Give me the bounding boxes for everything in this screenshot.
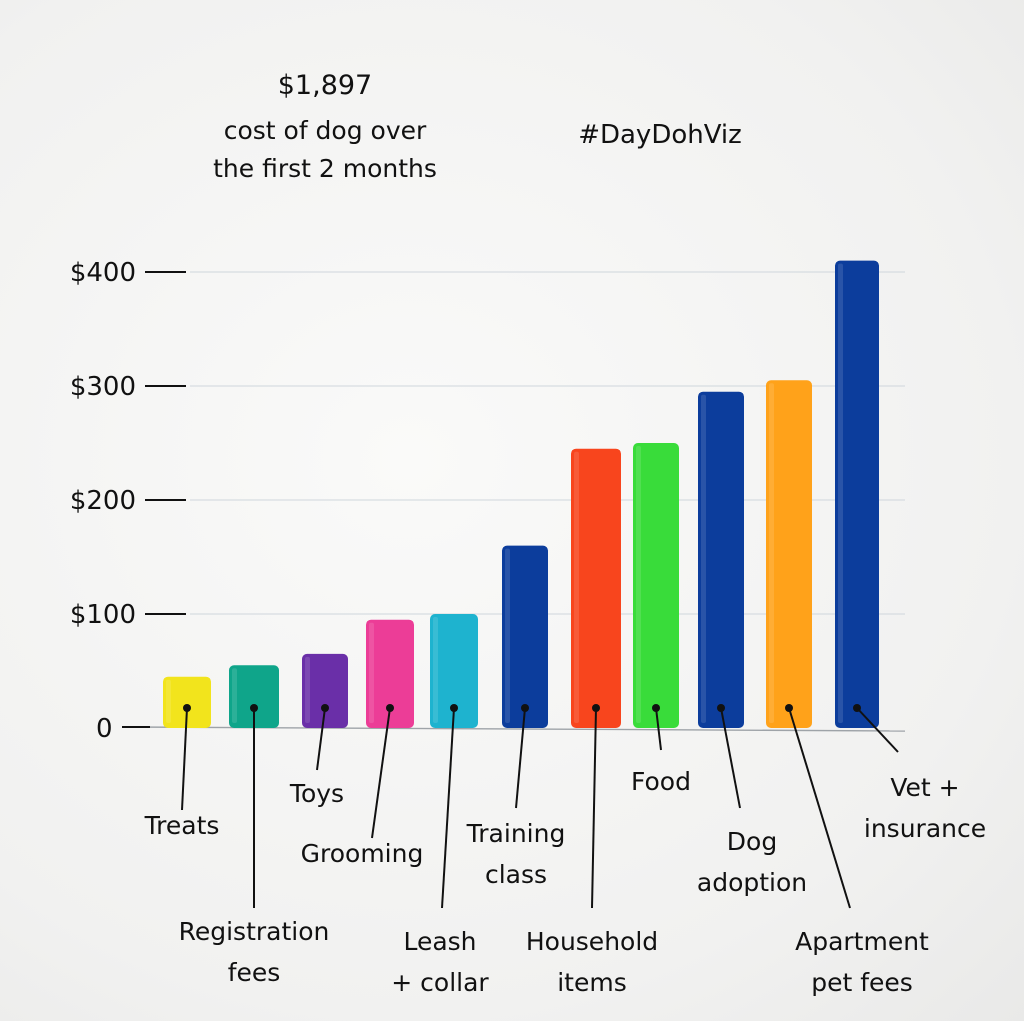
category-label: Training [466,819,566,848]
leader-line [371,707,391,839]
bar-highlight [369,622,374,723]
chart-subtitle-line-2: the first 2 months [213,154,437,183]
category-label: Vet + [890,773,959,802]
category-label: Registration [179,917,330,946]
category-label: Leash [403,927,476,956]
bar-group [835,260,879,728]
bar-group [571,448,621,728]
y-tick-label: $100 [70,600,136,630]
leader-line [720,707,741,809]
bar-highlight [636,446,641,723]
category-label: Treats [144,811,220,840]
bar [163,676,211,728]
bar [633,443,679,728]
bar-group [229,665,279,728]
bar-highlight [838,263,843,723]
leader-line [515,707,526,809]
bar-highlight [769,383,774,723]
category-label: Dog [727,827,777,856]
category-label: + collar [391,968,489,997]
bar [835,260,879,728]
bar-group [163,676,211,728]
bar-group [502,545,548,728]
bar-group [430,614,478,728]
category-label: pet fees [811,968,913,997]
category-label: class [485,860,547,889]
y-tick-label: $300 [70,372,136,402]
bar-group [633,443,679,728]
category-label: items [557,968,627,997]
leader-line [181,707,188,811]
bar [366,619,414,728]
category-label: insurance [864,814,986,843]
chart-total-amount: $1,897 [277,70,373,101]
bar-highlight [305,656,310,723]
hashtag-label: #DayDohViz [578,120,742,150]
bar [502,545,548,728]
bar-highlight [433,617,438,723]
leader-line [788,707,851,909]
bar [430,614,478,728]
bar-group [302,653,348,728]
bar [571,448,621,728]
category-label: Food [631,767,691,796]
bar [302,653,348,728]
bar-highlight [701,394,706,723]
category-label: fees [228,958,281,987]
bar-group [766,380,812,728]
bar-highlight [232,668,237,723]
bar-highlight [574,451,579,723]
chart-subtitle-line-1: cost of dog over [223,116,427,145]
bar-highlight [505,548,510,723]
leader-line [856,707,899,753]
leader-line [316,707,326,771]
leader-line [655,707,662,751]
leader-line [441,707,455,909]
category-label: Toys [289,779,344,808]
bar-group [366,619,414,728]
y-tick-label: 0 [96,714,113,744]
bar [229,665,279,728]
bar [698,391,744,728]
bar-highlight [166,679,171,723]
bar [766,380,812,728]
bar-group [698,391,744,728]
leader-line [591,707,597,909]
category-label: Grooming [301,839,424,868]
category-label: Household [526,927,658,956]
category-label: Apartment [795,927,929,956]
y-tick-label: $400 [70,258,136,288]
category-label: adoption [697,868,807,897]
y-tick-label: $200 [70,486,136,516]
